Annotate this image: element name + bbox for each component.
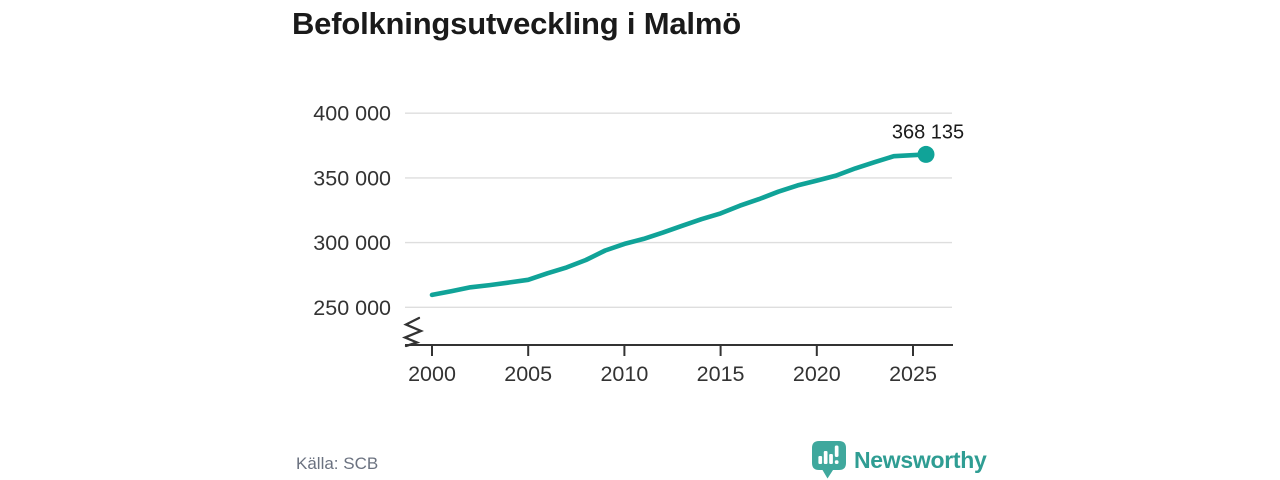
bar-medium <box>829 454 833 464</box>
newsworthy-wordmark: Newsworthy <box>854 446 987 473</box>
bar-small <box>818 456 823 464</box>
x-tick-label: 2000 <box>408 362 456 386</box>
source-caption: Källa: SCB <box>296 454 379 473</box>
y-tick-label: 350 000 <box>313 166 391 190</box>
latest-value-label: 368 135 <box>892 121 964 143</box>
x-tick-label: 2015 <box>697 362 745 386</box>
x-tick-label: 2005 <box>504 362 552 386</box>
bar-tall <box>823 451 828 464</box>
exclamation-dot <box>834 460 839 464</box>
axis-break-icon <box>401 316 424 348</box>
x-tick-label: 2020 <box>793 362 841 386</box>
latest-value-dot <box>917 145 935 163</box>
y-tick-label: 400 000 <box>313 102 391 126</box>
newsworthy-speech-bubble-chart-icon <box>812 441 846 479</box>
chart-title: Befolkningsutveckling i Malmö <box>292 6 741 41</box>
y-tick-label: 250 000 <box>313 296 391 320</box>
population-line <box>429 152 929 298</box>
x-tick-label: 2025 <box>889 362 937 386</box>
x-tick-label: 2010 <box>600 362 648 386</box>
exclamation-stem <box>834 445 839 457</box>
speech-bubble-shape <box>812 441 846 479</box>
y-tick-label: 300 000 <box>313 231 391 255</box>
newsworthy-logo: Newsworthy <box>812 441 987 479</box>
